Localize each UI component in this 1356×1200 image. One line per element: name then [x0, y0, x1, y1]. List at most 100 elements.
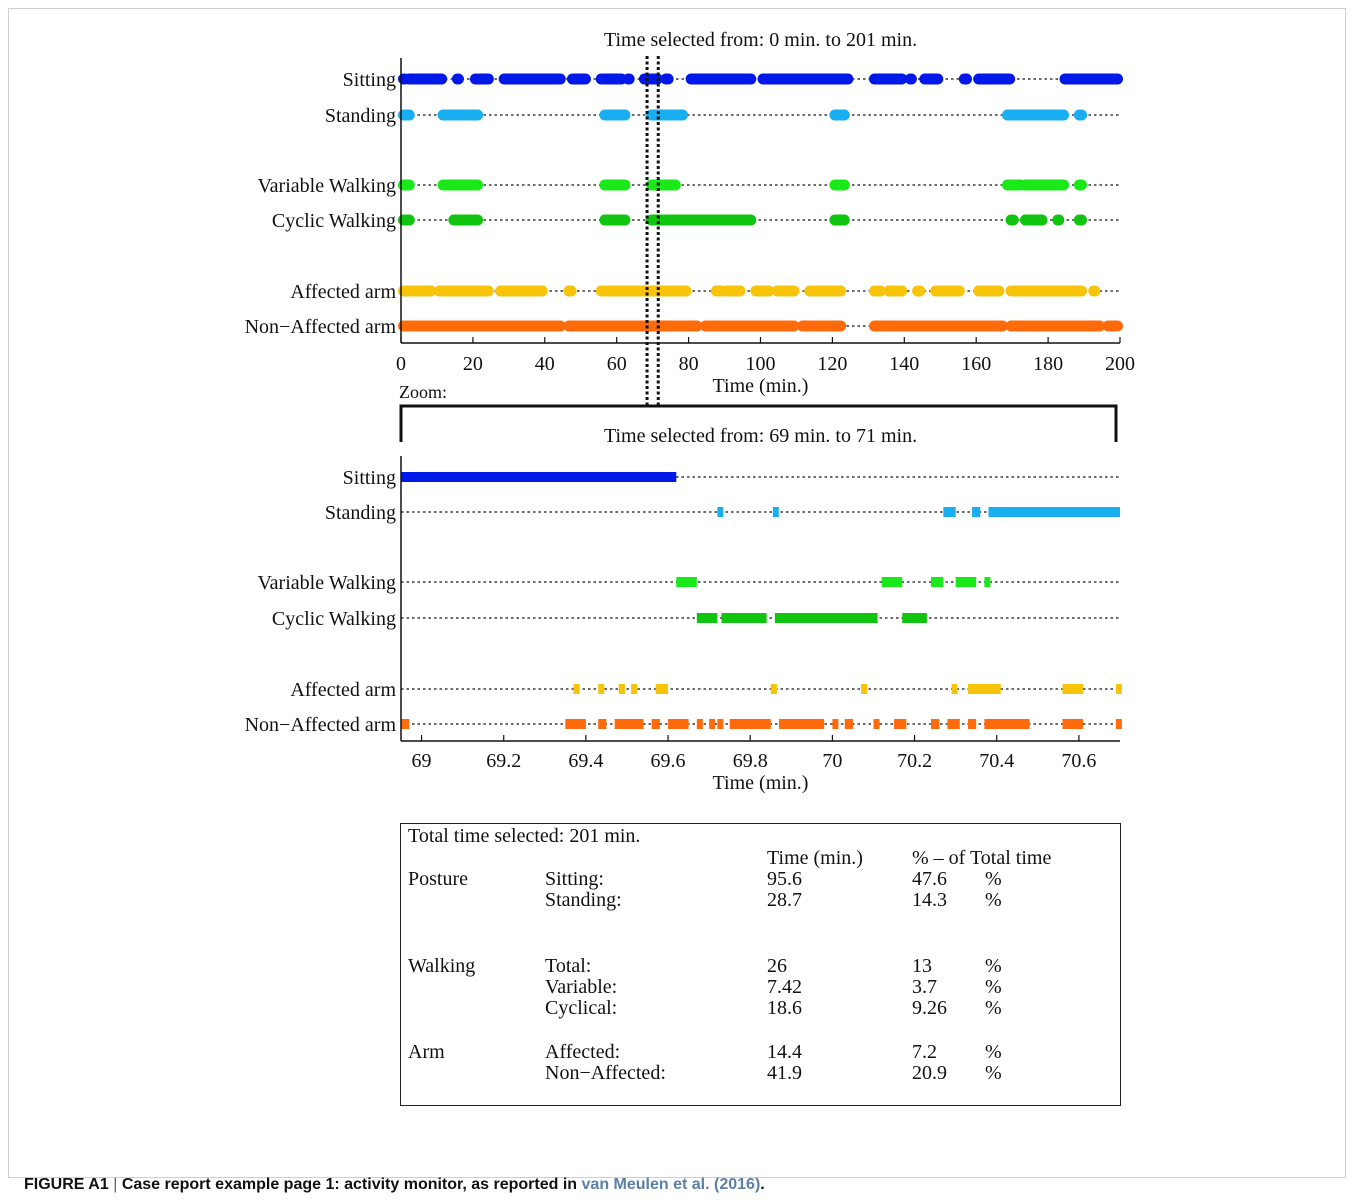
- data-segment: [1059, 73, 1123, 85]
- data-segment: [595, 285, 692, 297]
- x-tick-label: 70.4: [979, 750, 1014, 772]
- data-segment: [598, 719, 607, 729]
- data-segment: [967, 719, 977, 729]
- data-segment: [437, 179, 484, 191]
- x-tick-label: 40: [535, 353, 555, 375]
- data-segment: [955, 577, 977, 587]
- data-segment: [398, 214, 415, 226]
- summary-col-time: Time (min.): [767, 847, 863, 869]
- data-segment: [804, 285, 847, 297]
- data-segment: [1073, 214, 1088, 226]
- summary-total: Total time selected: 201 min.: [408, 825, 641, 847]
- data-segment: [1073, 109, 1088, 121]
- data-segment: [651, 719, 660, 729]
- data-segment: [660, 73, 674, 85]
- data-segment: [774, 613, 878, 623]
- data-segment: [685, 73, 757, 85]
- data-segment: [1001, 109, 1070, 121]
- x-tick-label: 200: [1105, 353, 1135, 375]
- x-tick-label: 69: [412, 750, 432, 772]
- data-segment: [931, 577, 944, 587]
- zoom-label: Zoom:: [399, 382, 447, 402]
- data-segment: [565, 719, 586, 729]
- summary-row-time: 14.4: [767, 1041, 802, 1063]
- data-segment: [868, 320, 1008, 332]
- figure-frame: [8, 8, 1346, 1178]
- data-segment: [398, 285, 437, 297]
- data-segment: [573, 684, 580, 694]
- series-label: Cyclic Walking: [272, 210, 396, 232]
- summary-row-label: Sitting:: [545, 868, 604, 890]
- summary-row-pct: 7.2: [912, 1041, 937, 1063]
- summary-row-label: Non−Affected:: [545, 1062, 666, 1084]
- data-segment: [618, 684, 625, 694]
- x-axis-label: Time (min.): [713, 375, 809, 397]
- caption-reference-link[interactable]: van Meulen et al. (2016): [581, 1176, 761, 1193]
- caption-separator: |: [113, 1176, 118, 1193]
- data-segment: [631, 684, 638, 694]
- data-segment: [873, 719, 880, 729]
- data-segment: [919, 73, 944, 85]
- summary-row-pct: 13: [912, 955, 932, 977]
- data-segment: [614, 719, 644, 729]
- summary-row-unit: %: [985, 868, 1002, 890]
- data-segment: [1005, 285, 1088, 297]
- data-segment: [699, 320, 800, 332]
- data-segment: [398, 320, 566, 332]
- summary-col-pct: % – of Total time: [912, 847, 1052, 869]
- data-segment: [655, 684, 669, 694]
- summary-row-pct: 47.6: [912, 868, 947, 890]
- data-segment: [433, 285, 494, 297]
- data-segment: [904, 73, 917, 85]
- data-segment: [770, 684, 777, 694]
- summary-row-unit: %: [985, 997, 1002, 1019]
- x-tick-label: 0: [396, 353, 406, 375]
- summary-row-unit: %: [985, 955, 1002, 977]
- summary-table: Total time selected: 201 min. Time (min.…: [400, 823, 1121, 1106]
- summary-row-pct: 20.9: [912, 1062, 947, 1084]
- data-segment: [599, 109, 631, 121]
- x-tick-label: 120: [817, 353, 847, 375]
- summary-row-time: 7.42: [767, 976, 802, 998]
- x-tick-label: 69.6: [651, 750, 686, 772]
- data-segment: [709, 719, 716, 729]
- data-segment: [861, 684, 868, 694]
- data-segment: [894, 719, 907, 729]
- data-segment: [1062, 719, 1084, 729]
- data-segment: [829, 214, 850, 226]
- figure-caption: FIGURE A1 | Case report example page 1: …: [24, 1176, 765, 1194]
- summary-row-label: Variable:: [545, 976, 618, 998]
- data-segment: [797, 320, 847, 332]
- data-segment: [403, 73, 448, 85]
- data-segment: [1001, 179, 1026, 191]
- data-segment: [947, 719, 960, 729]
- data-segment: [881, 577, 903, 587]
- x-tick-label: 60: [607, 353, 627, 375]
- data-segment: [563, 285, 577, 297]
- series-label: Sitting: [343, 467, 396, 489]
- data-segment: [401, 719, 410, 729]
- data-segment: [676, 577, 697, 587]
- summary-row-pct: 3.7: [912, 976, 937, 998]
- data-segment: [912, 285, 926, 297]
- chart-panel-1: [400, 456, 1122, 742]
- data-segment: [595, 73, 627, 85]
- data-segment: [1019, 214, 1048, 226]
- data-segment: [1115, 719, 1122, 729]
- data-segment: [646, 214, 757, 226]
- data-segment: [646, 109, 689, 121]
- data-segment: [448, 214, 484, 226]
- summary-group-walking: Walking: [408, 955, 476, 977]
- x-tick-label: 70: [822, 750, 842, 772]
- summary-row-unit: %: [985, 889, 1002, 911]
- data-segment: [599, 214, 631, 226]
- data-segment: [973, 73, 1016, 85]
- data-segment: [498, 73, 566, 85]
- data-segment: [967, 684, 1001, 694]
- data-segment: [771, 285, 800, 297]
- data-segment: [566, 73, 591, 85]
- data-segment: [778, 719, 825, 729]
- data-segment: [973, 285, 1005, 297]
- chart-title: Time selected from: 0 min. to 201 min.: [604, 29, 917, 51]
